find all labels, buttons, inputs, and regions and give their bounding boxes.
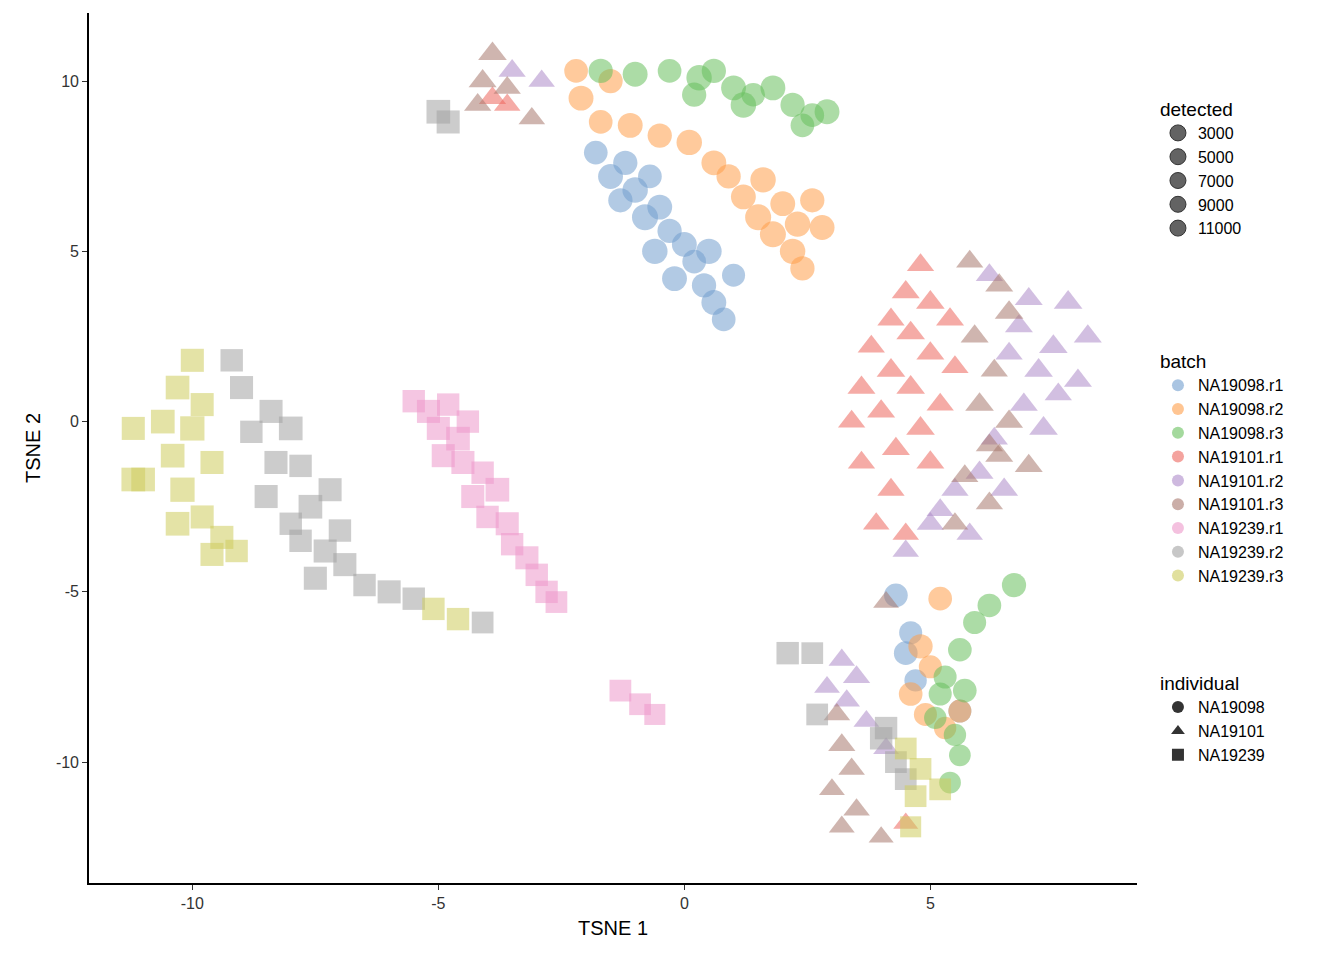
svg-text:detected: detected: [1160, 99, 1233, 120]
svg-text:NA19101.r1: NA19101.r1: [1198, 449, 1283, 466]
svg-text:NA19098.r2: NA19098.r2: [1198, 401, 1283, 418]
svg-text:individual: individual: [1160, 673, 1239, 694]
svg-text:10: 10: [61, 73, 79, 90]
svg-text:NA19101.r3: NA19101.r3: [1198, 496, 1283, 513]
svg-text:3000: 3000: [1198, 125, 1234, 142]
svg-text:11000: 11000: [1198, 220, 1241, 237]
svg-text:TSNE 1: TSNE 1: [578, 917, 648, 939]
svg-text:7000: 7000: [1198, 173, 1234, 190]
svg-text:5000: 5000: [1198, 149, 1234, 166]
svg-text:0: 0: [70, 413, 79, 430]
svg-text:NA19239.r2: NA19239.r2: [1198, 544, 1283, 561]
svg-text:-5: -5: [431, 895, 445, 912]
svg-text:TSNE 2: TSNE 2: [22, 413, 44, 483]
svg-text:NA19098: NA19098: [1198, 699, 1265, 716]
svg-text:NA19239: NA19239: [1198, 747, 1265, 764]
svg-text:NA19101: NA19101: [1198, 723, 1265, 740]
svg-text:NA19098.r1: NA19098.r1: [1198, 377, 1283, 394]
svg-text:NA19239.r3: NA19239.r3: [1198, 568, 1283, 585]
svg-text:batch: batch: [1160, 351, 1206, 372]
svg-text:5: 5: [926, 895, 935, 912]
svg-text:NA19098.r3: NA19098.r3: [1198, 425, 1283, 442]
svg-text:NA19239.r1: NA19239.r1: [1198, 520, 1283, 537]
svg-text:-5: -5: [65, 583, 79, 600]
svg-text:5: 5: [70, 243, 79, 260]
svg-text:-10: -10: [181, 895, 204, 912]
svg-text:9000: 9000: [1198, 197, 1234, 214]
svg-text:0: 0: [680, 895, 689, 912]
svg-text:NA19101.r2: NA19101.r2: [1198, 473, 1283, 490]
svg-text:-10: -10: [56, 754, 79, 771]
